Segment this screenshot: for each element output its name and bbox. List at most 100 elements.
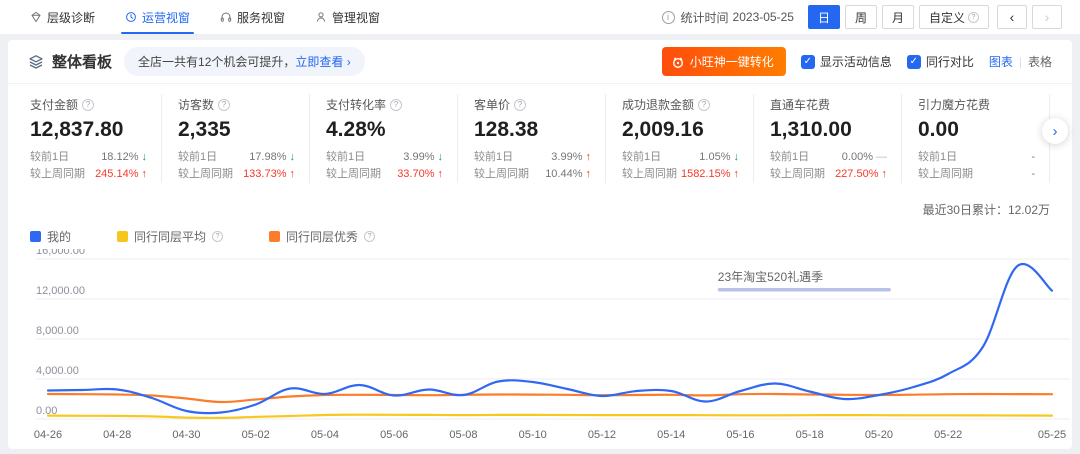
metric-card[interactable]: 引力魔方花费 0.00 较前1日 - 较上周同期 -	[902, 94, 1050, 183]
compare-row: 较上周同期 1582.15% ↑	[622, 166, 739, 183]
compare-row: 较前1日 -	[918, 149, 1035, 166]
legend-item[interactable]: 同行同层平均?	[117, 228, 224, 245]
help-icon[interactable]: ?	[698, 98, 711, 111]
compare-label: 较前1日	[474, 151, 514, 163]
compare-value: 1.05% ↓	[699, 149, 739, 166]
nav-tab-label: 服务视窗	[237, 10, 286, 25]
compare-label: 较上周同期	[30, 168, 85, 180]
compare-row: 较前1日 3.99% ↑	[474, 149, 591, 166]
down-arrow-icon: ↓	[437, 151, 444, 163]
info-icon: i	[661, 10, 675, 24]
compare-value: 10.44% ↑	[545, 166, 591, 183]
help-icon[interactable]: ?	[218, 98, 231, 111]
svg-text:04-28: 04-28	[103, 429, 131, 441]
nav-tab[interactable]: 服务视窗	[220, 0, 285, 34]
nav-tabs: 层级诊断 运营视窗 服务视窗 管理视窗	[30, 0, 380, 34]
wang-convert-button[interactable]: 小旺神一键转化	[661, 47, 786, 76]
compare-row: 较上周同期 245.14% ↑	[30, 166, 147, 183]
compare-row: 较上周同期 133.73% ↑	[178, 166, 295, 183]
nav-tab[interactable]: 管理视窗	[315, 0, 380, 34]
svg-text:16,000.00: 16,000.00	[36, 249, 85, 257]
period-month-button[interactable]: 月	[881, 5, 914, 29]
metrics-next-button[interactable]: ›	[1042, 118, 1068, 144]
wang-button-label: 小旺神一键转化	[689, 55, 774, 69]
gem-icon	[30, 11, 42, 23]
compare-label: 较前1日	[918, 151, 958, 163]
compare-label: 较上周同期	[474, 168, 529, 180]
chart-legend: 我的 同行同层平均? 同行同层优秀?	[8, 218, 1072, 245]
compare-value: 0.00% —	[842, 149, 887, 166]
legend-label: 同行同层平均	[134, 230, 207, 244]
metric-card[interactable]: 直通车花费 1,310.00 较前1日 0.00% — 较上周同期 227.50%…	[754, 94, 902, 183]
nav-tab[interactable]: 层级诊断	[30, 0, 95, 34]
checkbox-activity-info[interactable]: ✓ 显示活动信息	[800, 53, 892, 70]
up-arrow-icon: ↑	[881, 168, 888, 180]
compare-label: 较上周同期	[326, 168, 381, 180]
help-icon[interactable]: ?	[390, 98, 403, 111]
help-icon[interactable]: ?	[212, 231, 224, 242]
svg-text:05-16: 05-16	[726, 429, 754, 441]
compare-value: 33.70% ↑	[397, 166, 443, 183]
svg-text:05-02: 05-02	[242, 429, 270, 441]
notice-view-link[interactable]: 立即查看 ›	[295, 55, 351, 69]
compare-label: 较上周同期	[770, 168, 825, 180]
metric-name: 访客数	[178, 98, 215, 112]
svg-text:04-30: 04-30	[172, 429, 200, 441]
view-chart-link[interactable]: 图表	[988, 55, 1013, 69]
compare-label: 较上周同期	[622, 168, 677, 180]
stat-time-value: 2023-05-25	[732, 10, 794, 24]
metric-name: 成功退款金额	[622, 98, 695, 112]
period-custom-button[interactable]: 自定义?	[918, 5, 989, 29]
checkbox-peer-compare[interactable]: ✓ 同行对比	[906, 53, 974, 70]
period-day-button[interactable]: 日	[807, 5, 840, 29]
nav-tab[interactable]: 运营视窗	[121, 0, 195, 34]
legend-item[interactable]: 我的	[30, 228, 71, 245]
compare-value: 227.50% ↑	[835, 166, 887, 183]
compare-label: 较前1日	[30, 151, 70, 163]
next-day-button[interactable]: ›	[1032, 5, 1062, 29]
line-chart[interactable]: 0.00 4,000.00 8,000.00 12,000.00 16,000.00 04…	[16, 245, 1080, 449]
svg-text:05-22: 05-22	[934, 429, 962, 441]
compare-label: 较前1日	[622, 151, 662, 163]
period-label: 日	[817, 10, 830, 25]
compare-row: 较前1日 1.05% ↓	[622, 149, 739, 166]
metric-card[interactable]: 访客数? 2,335 较前1日 17.98% ↓ 较上周同期 133.73% ↑	[162, 94, 310, 183]
svg-text:05-08: 05-08	[449, 429, 477, 441]
help-icon[interactable]: ?	[514, 98, 527, 111]
metric-card[interactable]: 成功退款金额? 2,009.16 较前1日 1.05% ↓ 较上周同期 1582.…	[606, 94, 754, 183]
up-arrow-icon: ↑	[585, 151, 592, 163]
help-icon[interactable]: ?	[364, 231, 376, 242]
svg-text:05-12: 05-12	[588, 429, 616, 441]
chart-area[interactable]: 0.00 4,000.00 8,000.00 12,000.00 16,000.00 04…	[8, 245, 1072, 454]
nav-tab-label: 运营视窗	[142, 10, 191, 25]
svg-text:12,000.00: 12,000.00	[36, 285, 85, 297]
period-group: 日周月自定义?	[807, 5, 989, 29]
nav-right: i 统计时间 2023-05-25 日周月自定义? ‹ ›	[661, 5, 1062, 29]
svg-text:05-10: 05-10	[519, 429, 547, 441]
view-table-link[interactable]: 表格	[1027, 55, 1052, 69]
svg-text:4,000.00: 4,000.00	[36, 365, 79, 377]
period-week-button[interactable]: 周	[844, 5, 877, 29]
metric-card[interactable]: 客单价? 128.38 较前1日 3.99% ↑ 较上周同期 10.44% ↑	[458, 94, 606, 183]
checkbox-icon: ✓	[906, 54, 921, 69]
checkbox-label: 同行对比	[925, 55, 974, 69]
person-icon	[315, 11, 327, 23]
metric-card[interactable]: 支付转化率? 4.28% 较前1日 3.99% ↓ 较上周同期 33.70% ↑	[310, 94, 458, 183]
metric-name: 支付转化率	[326, 98, 387, 112]
metric-value: 2,335	[178, 118, 231, 141]
metric-card[interactable]: 支付金额? 12,837.80 较前1日 18.12% ↓ 较上周同期 245.1…	[30, 94, 162, 183]
compare-value: 133.73% ↑	[243, 166, 295, 183]
help-icon[interactable]: ?	[968, 11, 979, 23]
metric-name: 引力魔方花费	[918, 98, 991, 112]
metric-value: 0.00	[918, 118, 959, 141]
prev-day-button[interactable]: ‹	[997, 5, 1027, 29]
svg-text:05-20: 05-20	[865, 429, 893, 441]
metric-title: 成功退款金额?	[622, 96, 739, 113]
nav-tab-label: 层级诊断	[47, 10, 96, 25]
metric-value: 128.38	[474, 118, 539, 141]
toolbar-checkboxes: ✓ 显示活动信息 ✓ 同行对比	[800, 53, 974, 70]
metric-value: 4.28%	[326, 118, 386, 141]
help-icon[interactable]: ?	[82, 98, 95, 111]
legend-item[interactable]: 同行同层优秀?	[269, 228, 376, 245]
metric-value: 2,009.16	[622, 118, 704, 141]
